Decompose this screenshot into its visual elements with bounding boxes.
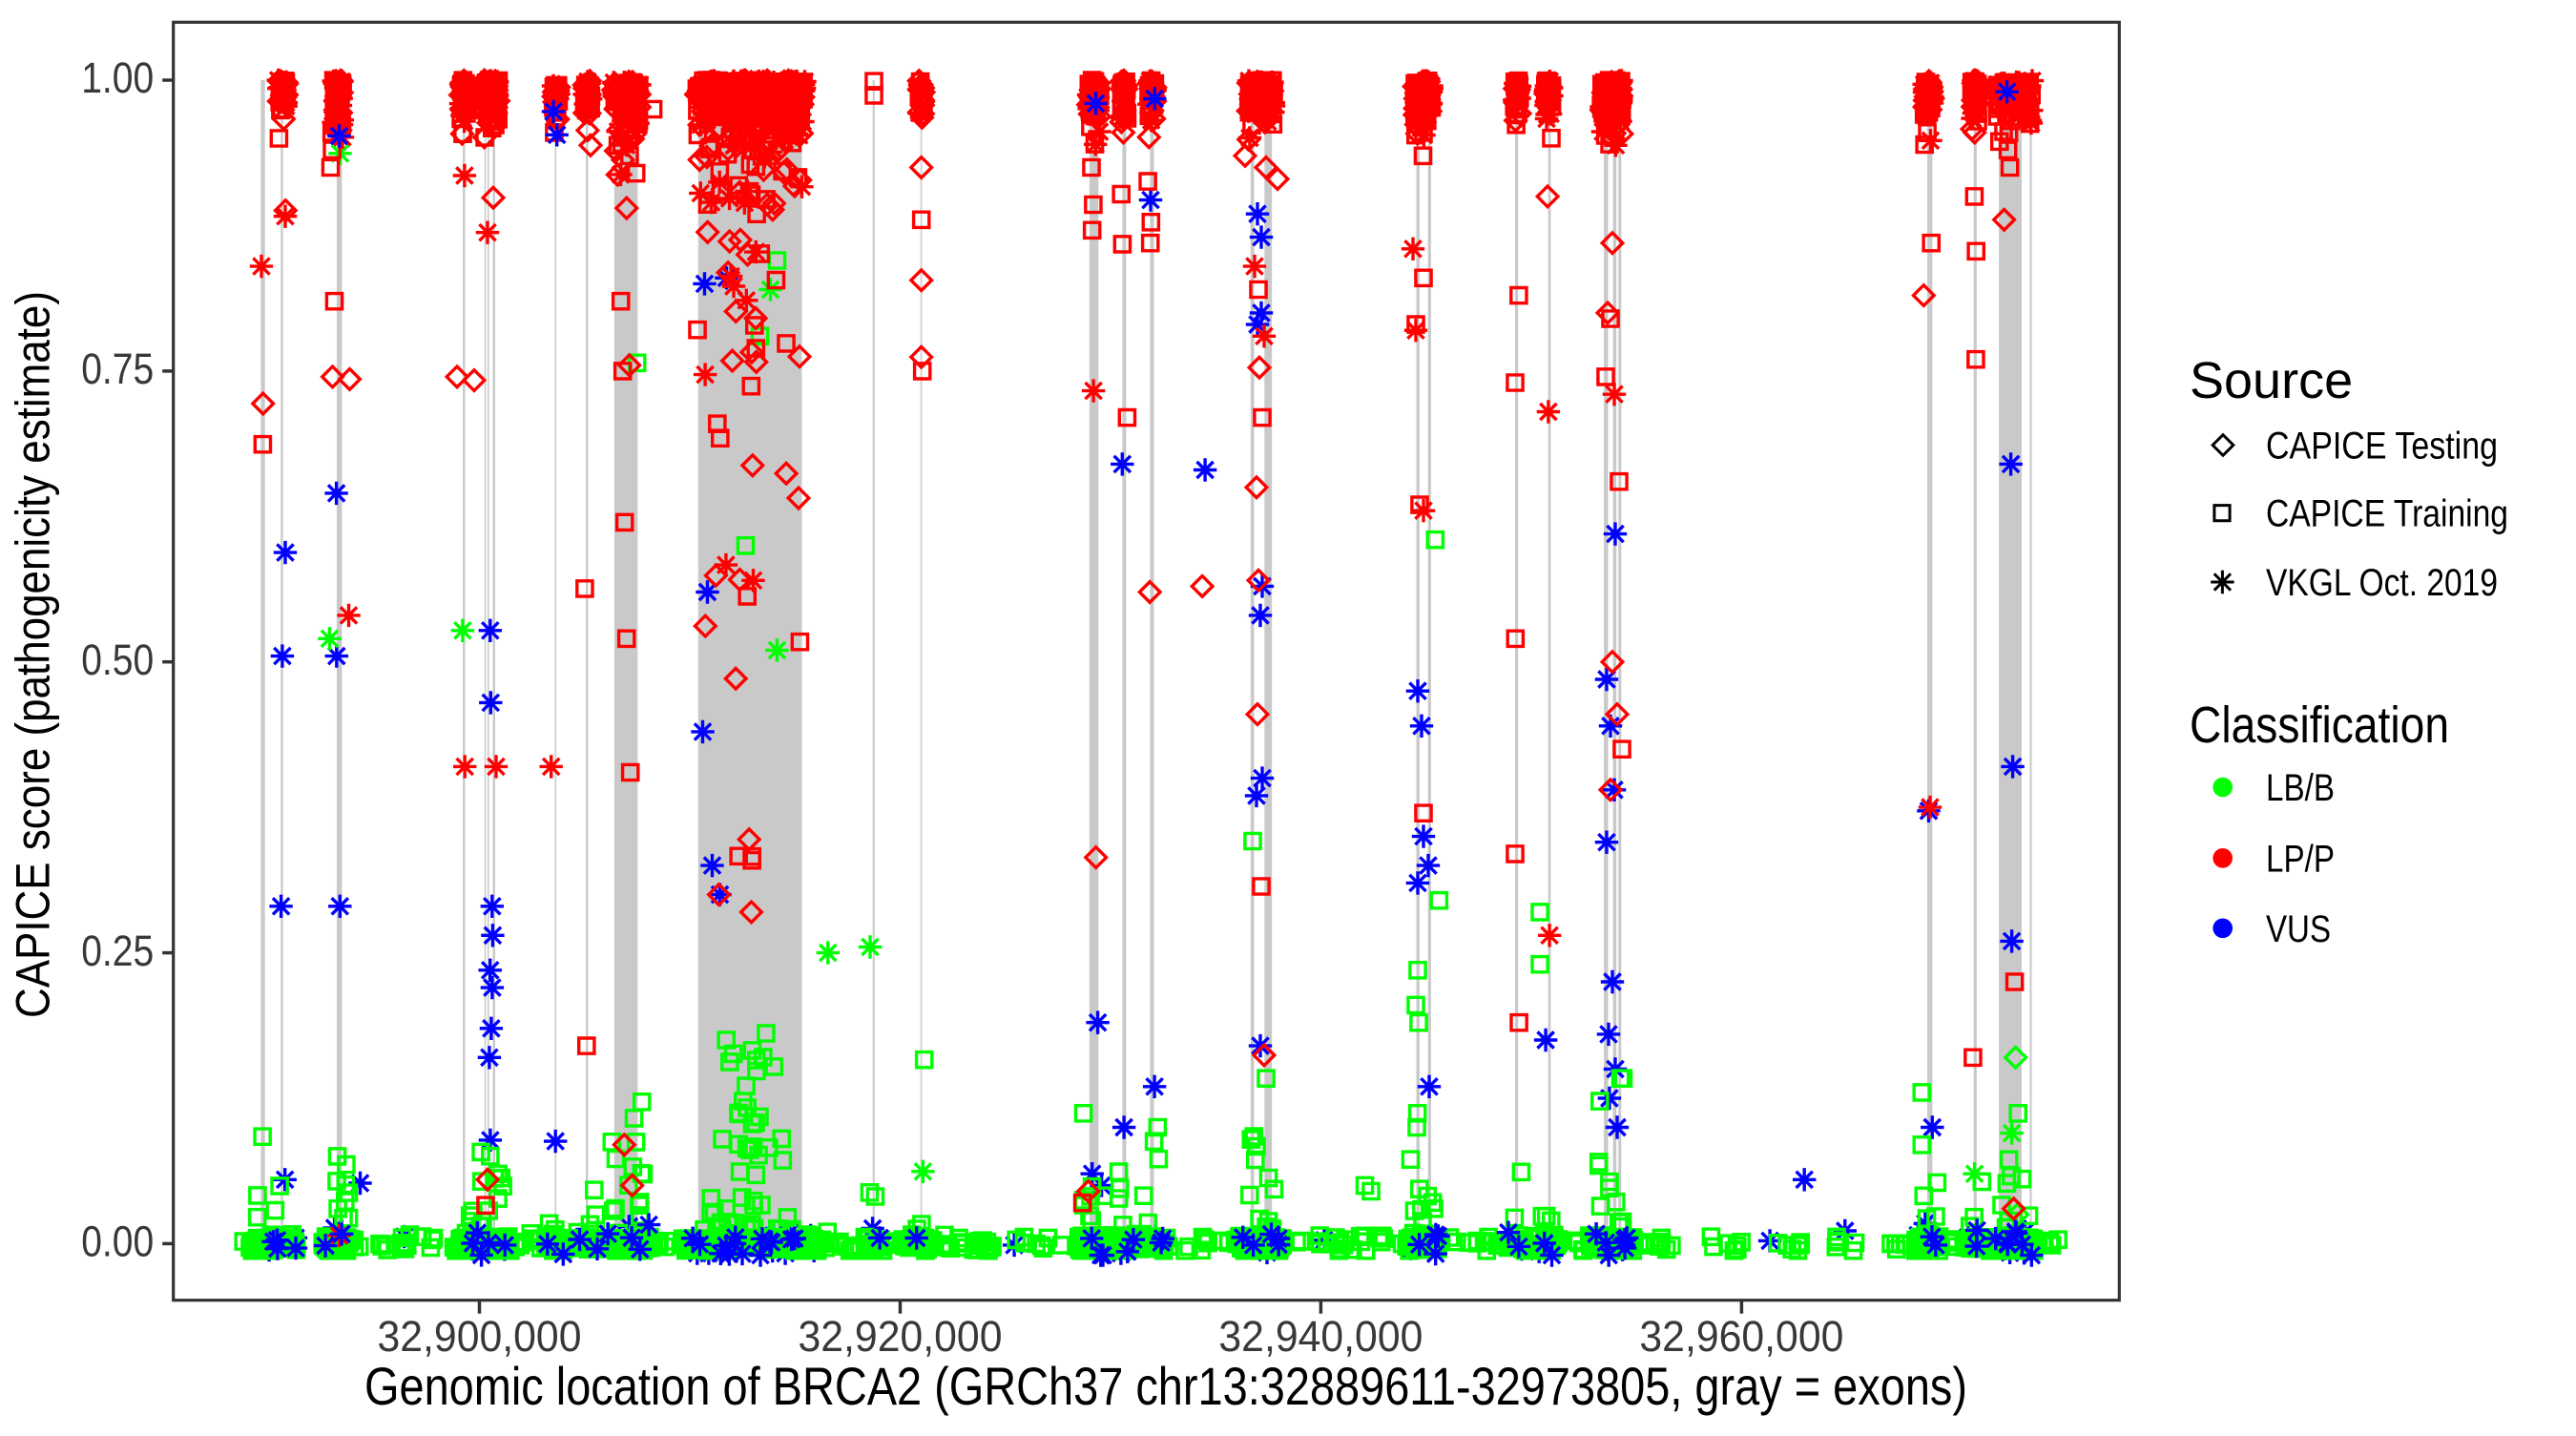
svg-text:1.00: 1.00 [81,53,154,102]
svg-text:Genomic location of BRCA2 (GRC: Genomic location of BRCA2 (GRCh37 chr13:… [364,1356,1967,1416]
svg-text:VUS: VUS [2266,908,2331,950]
svg-text:Source: Source [2190,352,2353,409]
svg-text:32,960,000: 32,960,000 [1639,1312,1843,1361]
svg-text:32,940,000: 32,940,000 [1218,1312,1423,1361]
svg-text:0.25: 0.25 [81,926,154,975]
svg-text:VKGL Oct. 2019: VKGL Oct. 2019 [2266,562,2498,604]
svg-text:CAPICE score (pathogenicity es: CAPICE score (pathogenicity estimate) [7,291,60,1018]
svg-text:LB/B: LB/B [2266,767,2335,809]
svg-text:32,900,000: 32,900,000 [378,1312,582,1361]
svg-text:CAPICE Training: CAPICE Training [2266,493,2508,535]
svg-text:LP/P: LP/P [2266,838,2335,880]
svg-text:Classification: Classification [2190,697,2449,754]
svg-text:32,920,000: 32,920,000 [799,1312,1003,1361]
svg-text:0.00: 0.00 [81,1217,154,1266]
svg-text:0.75: 0.75 [81,344,154,393]
svg-text:CAPICE Testing: CAPICE Testing [2266,426,2498,468]
svg-text:0.50: 0.50 [81,635,154,684]
